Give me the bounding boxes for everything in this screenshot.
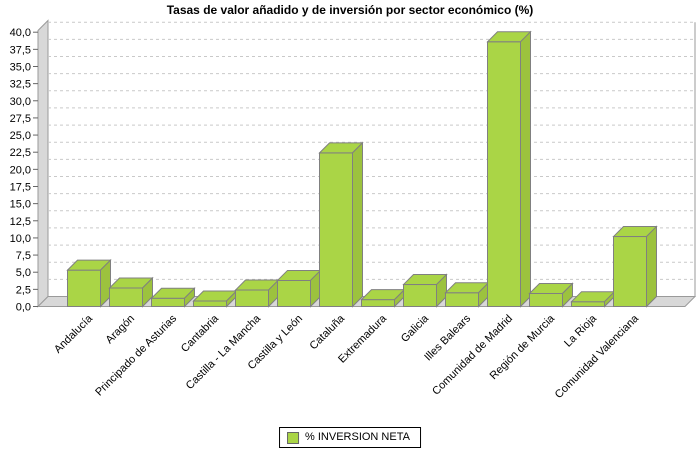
bar-front [403, 284, 437, 307]
category-label: Cantabria [179, 312, 222, 355]
bar-side [562, 282, 573, 308]
y-tick-label: 5,0 [16, 267, 31, 279]
category-label: Aragón [104, 313, 138, 347]
bar-side [520, 30, 531, 308]
bar-front [613, 236, 647, 307]
bar-side [352, 141, 363, 308]
category-label: Castilla - La Mancha [184, 312, 264, 392]
y-tick-label: 12,5 [10, 216, 31, 228]
y-tick-label: 10,0 [10, 233, 31, 245]
y-tick-label: 25,0 [10, 130, 31, 142]
y-tick-label: 7,5 [16, 250, 31, 262]
bar-front [67, 269, 101, 307]
legend-swatch [287, 431, 300, 444]
plot-left-wall [37, 19, 49, 308]
y-tick-label: 17,5 [10, 181, 31, 193]
bar-front [235, 289, 269, 307]
y-tick-label: 37,5 [10, 44, 31, 56]
category-label: Andalucía [52, 312, 96, 356]
bar-front [445, 292, 479, 308]
bar-front [277, 279, 311, 307]
bar-side [184, 287, 195, 308]
y-tick-label: 32,5 [10, 79, 31, 91]
y-tick-label: 15,0 [10, 199, 31, 211]
category-label: La Rioja [562, 312, 600, 350]
legend-label: % INVERSION NETA [305, 431, 410, 443]
y-tick-label: 22,5 [10, 147, 31, 159]
category-label: Galicia [399, 312, 432, 345]
category-label: Comunidad de Madrid [430, 313, 515, 398]
category-label: Comunidad Valenciana [553, 312, 642, 401]
legend: % INVERSION NETA [279, 427, 421, 448]
y-tick-label: 35,0 [10, 61, 31, 73]
bar-front [571, 301, 605, 307]
bar-side [646, 225, 657, 308]
y-tick-label: 27,5 [10, 113, 31, 125]
y-tick-label: 20,0 [10, 164, 31, 176]
bar-front [487, 41, 521, 307]
bar-front [109, 287, 143, 307]
category-label: Cataluña [307, 312, 347, 352]
y-tick-label: 30,0 [10, 96, 31, 108]
bar-side [142, 276, 153, 308]
bar-front [151, 297, 185, 307]
bar-front [361, 299, 395, 307]
y-tick-label: 0,0 [16, 302, 31, 314]
category-label: Principado de Asturias [93, 312, 179, 398]
y-tick-label: 40,0 [10, 27, 31, 39]
bar-front [193, 300, 227, 308]
bar-chart-plot: 0,0 2,5 5,0 7,5 10,0 12,5 15,0 17,5 20,0 22,5 25,0… [10, 19, 697, 401]
y-tick-label: 2,5 [16, 284, 31, 296]
bar-front [319, 152, 353, 307]
bar-front [529, 292, 563, 308]
chart-title: Tasas de valor añadido y de inversión po… [166, 3, 534, 17]
